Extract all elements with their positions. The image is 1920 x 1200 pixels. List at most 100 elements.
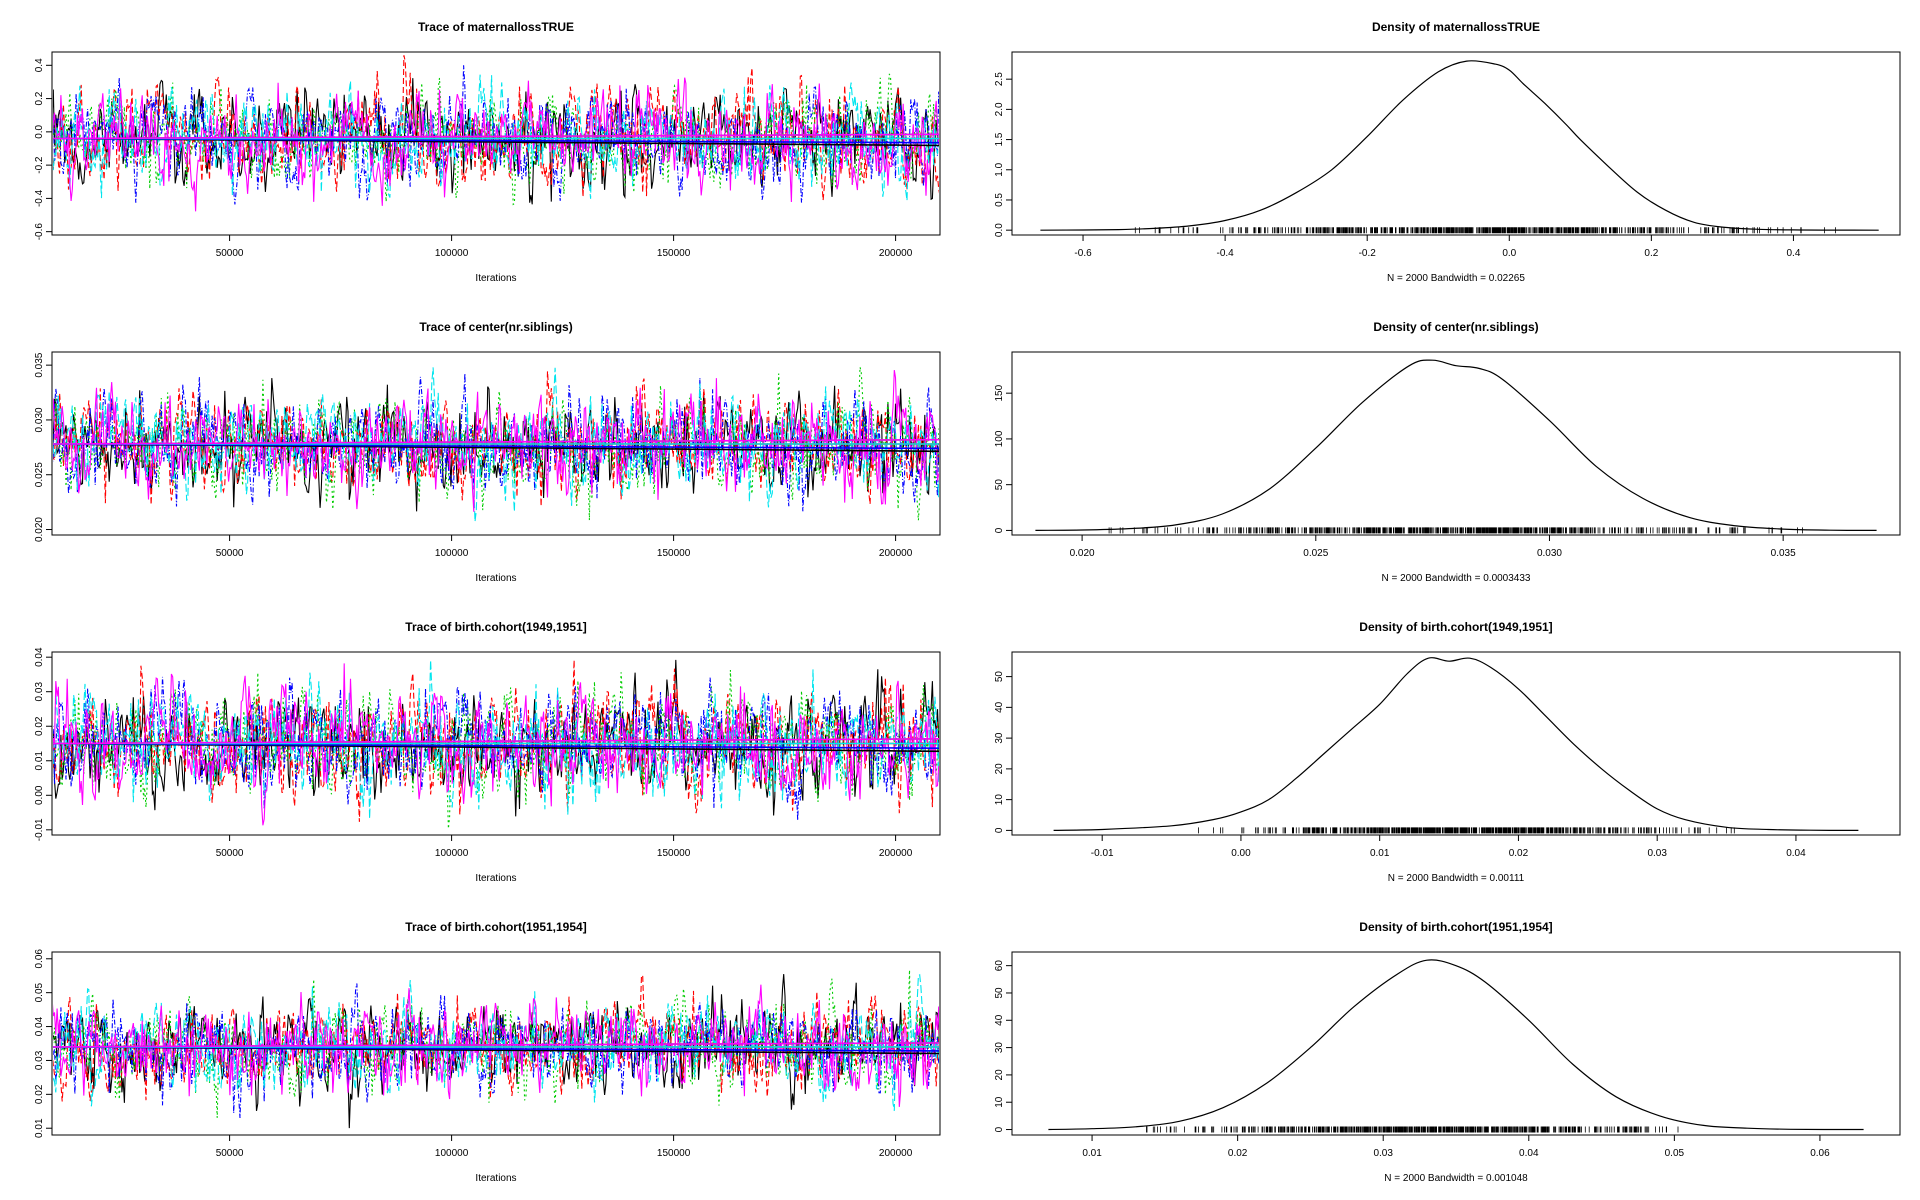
x-tick-label: 50000	[216, 548, 244, 559]
x-tick-label: 0.01	[1370, 848, 1390, 859]
smooth-line-chain-6	[53, 738, 939, 745]
trace-chain-6	[53, 663, 939, 826]
x-tick-label: 0.020	[1070, 548, 1095, 559]
y-tick-label: 60	[994, 960, 1005, 972]
y-tick-label: 10	[994, 794, 1005, 806]
plot-frame	[1011, 951, 1901, 1136]
plot-frame	[51, 351, 941, 536]
trace-chain-2	[53, 660, 939, 822]
x-tick-label: 0.035	[1771, 548, 1796, 559]
x-tick-label: 0.030	[1537, 548, 1562, 559]
y-tick-label: 0.04	[34, 647, 45, 667]
y-tick-label: -0.2	[34, 156, 45, 174]
plot-frame	[51, 951, 941, 1136]
y-tick-label: 100	[994, 430, 1005, 447]
y-tick-label: 0.03	[34, 1050, 45, 1070]
x-tick-label: 200000	[879, 1148, 913, 1159]
plot-area	[1048, 959, 1864, 1133]
y-tick-label: 0.2	[34, 91, 45, 105]
y-tick-label: 0	[994, 527, 1005, 533]
y-tick-label: -0.6	[34, 223, 45, 241]
x-tick-label: 0.4	[1786, 248, 1800, 259]
y-tick-label: 20	[994, 1069, 1005, 1081]
x-tick-label: 0.0	[1502, 248, 1516, 259]
x-tick-label: 50000	[216, 1148, 244, 1159]
x-tick-label: 100000	[435, 1148, 469, 1159]
x-tick-label: 200000	[879, 248, 913, 259]
plot-frame	[51, 651, 941, 836]
trace-chain-1	[53, 974, 939, 1129]
smooth-line-chain-6	[53, 438, 939, 445]
x-tick-label: 50000	[216, 248, 244, 259]
rug-marks	[1134, 227, 1836, 234]
plot-frame	[51, 51, 941, 236]
x-axis-label: N = 2000 Bandwidth = 0.001048	[1384, 1173, 1528, 1184]
panel-title: Density of center(nr.siblings)	[1373, 320, 1538, 334]
y-tick-label: 0.04	[34, 1016, 45, 1036]
trace-chain-5	[53, 367, 939, 522]
panel-title: Density of maternallossTRUE	[1372, 20, 1540, 34]
trace-chain-6	[53, 77, 939, 212]
panel-density-1: Density of maternallossTRUE -0.6 -0.4 -0.2 0…	[994, 20, 1901, 284]
y-tick-label: 0.02	[34, 716, 45, 736]
x-tick-label: 0.02	[1509, 848, 1529, 859]
x-tick-label: 100000	[435, 248, 469, 259]
plot-area	[53, 366, 939, 522]
y-tick-label: 40	[994, 1014, 1005, 1026]
panel-trace-4: Trace of birth.cohort(1949,1951] 50000 100…	[34, 620, 941, 884]
plot-area	[1035, 359, 1877, 534]
y-tick-label: 2.0	[994, 102, 1005, 116]
x-tick-label: 150000	[657, 548, 691, 559]
panel-trace-0: Trace of maternallossTRUE 50000 100000 1500…	[34, 20, 941, 284]
rug-marks	[1146, 1126, 1679, 1133]
x-tick-label: 0.06	[1810, 1148, 1830, 1159]
x-axis-label: N = 2000 Bandwidth = 0.0003433	[1381, 573, 1530, 584]
plot-frame	[1011, 651, 1901, 836]
panel-title: Trace of center(nr.siblings)	[419, 320, 572, 334]
y-tick-label: 30	[994, 1042, 1005, 1054]
y-tick-label: -0.01	[34, 818, 45, 841]
panel-title: Trace of maternallossTRUE	[418, 20, 574, 34]
x-tick-label: 0.00	[1231, 848, 1251, 859]
y-tick-label: -0.4	[34, 189, 45, 207]
y-tick-label: 50	[994, 671, 1005, 683]
x-tick-label: 0.01	[1082, 1148, 1102, 1159]
x-tick-label: 200000	[879, 848, 913, 859]
panel-density-7: Density of birth.cohort(1951,1954] 0.01 0.…	[994, 920, 1901, 1184]
rug-marks	[1108, 527, 1803, 534]
y-tick-label: 0.0	[34, 124, 45, 138]
trace-chain-4	[53, 983, 939, 1119]
y-tick-label: 0.01	[34, 751, 45, 771]
y-tick-label: 0	[994, 1126, 1005, 1132]
y-tick-label: 0.02	[34, 1084, 45, 1104]
plot-area	[1053, 657, 1859, 834]
panel-title: Density of birth.cohort(1949,1951]	[1359, 620, 1552, 634]
y-tick-label: 0.05	[34, 982, 45, 1002]
plot-area	[53, 659, 939, 829]
x-axis-label: Iterations	[475, 573, 516, 584]
x-axis-label: N = 2000 Bandwidth = 0.02265	[1387, 273, 1525, 284]
x-tick-label: 0.03	[1647, 848, 1667, 859]
y-tick-label: 0.01	[34, 1118, 45, 1138]
y-tick-label: 0.00	[34, 785, 45, 805]
x-tick-label: 0.05	[1665, 1148, 1685, 1159]
smooth-line-chain-6	[53, 133, 939, 140]
x-tick-label: -0.6	[1074, 248, 1092, 259]
y-tick-label: 0.5	[994, 193, 1005, 207]
trace-chain-6	[53, 984, 939, 1107]
x-tick-label: 150000	[657, 1148, 691, 1159]
panel-title: Density of birth.cohort(1951,1954]	[1359, 920, 1552, 934]
x-tick-label: 100000	[435, 848, 469, 859]
x-axis-label: Iterations	[475, 273, 516, 284]
density-curve	[1040, 60, 1879, 231]
y-tick-label: 1.0	[994, 162, 1005, 176]
y-tick-label: 0.035	[34, 352, 45, 377]
density-curve	[1035, 359, 1877, 531]
x-tick-label: 0.04	[1786, 848, 1806, 859]
density-curve	[1048, 959, 1864, 1131]
panel-trace-6: Trace of birth.cohort(1951,1954] 50000 100…	[34, 920, 941, 1184]
rug-marks	[1198, 827, 1735, 834]
x-tick-label: 150000	[657, 248, 691, 259]
y-tick-label: 0.06	[34, 949, 45, 969]
